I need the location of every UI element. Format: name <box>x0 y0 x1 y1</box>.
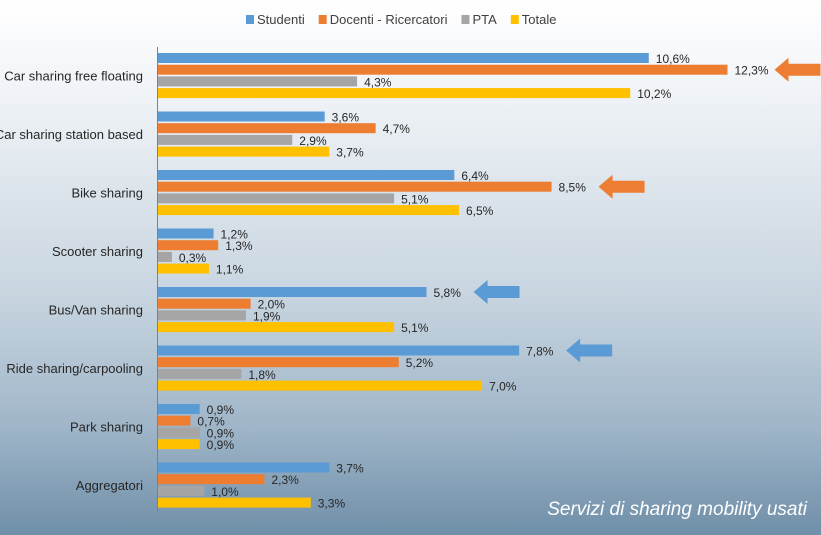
legend-label: Studenti <box>257 12 305 27</box>
legend-swatch <box>461 15 470 24</box>
bar <box>158 439 200 450</box>
category-label: Car sharing station based <box>0 127 143 142</box>
data-label: 7,0% <box>489 380 517 394</box>
data-label: 5,8% <box>434 286 462 300</box>
arrow-left-icon <box>473 280 520 304</box>
data-label: 1,2% <box>221 228 249 242</box>
bar <box>158 64 728 75</box>
chart-title: Servizi di sharing mobility usati <box>547 499 807 520</box>
data-label: 3,3% <box>318 497 346 511</box>
data-label: 12,3% <box>734 64 768 78</box>
data-label: 2,3% <box>271 473 299 487</box>
data-label: 1,8% <box>248 368 276 382</box>
category-label: Car sharing free floating <box>4 68 143 83</box>
data-label: 1,0% <box>211 485 239 499</box>
bar <box>158 368 242 379</box>
arrow-left-icon <box>598 174 645 199</box>
bar <box>158 322 395 333</box>
bar <box>158 76 358 87</box>
data-label: 6,5% <box>466 204 494 218</box>
legend-label: Docenti - Ricercatori <box>330 12 448 27</box>
bar <box>158 298 251 309</box>
bar <box>158 251 172 262</box>
data-label: 5,2% <box>406 356 434 370</box>
bar <box>158 111 325 122</box>
bar <box>158 205 459 216</box>
bar <box>158 228 214 239</box>
data-label: 0,3% <box>179 251 207 265</box>
legend-swatch <box>510 15 519 24</box>
bar <box>158 146 330 157</box>
data-label: 8,5% <box>559 181 587 195</box>
bar <box>158 380 483 391</box>
bar <box>158 170 455 180</box>
data-label: 5,1% <box>401 321 429 335</box>
category-label: Park sharing <box>70 419 143 434</box>
bar <box>158 485 205 496</box>
bar <box>158 474 265 485</box>
data-label: 2,0% <box>258 298 286 312</box>
bar <box>158 134 293 145</box>
data-label: 3,6% <box>332 111 360 125</box>
data-label: 4,3% <box>364 75 392 89</box>
data-label: 6,4% <box>461 169 489 183</box>
arrow-left-icon <box>566 338 613 363</box>
data-label: 0,9% <box>207 438 235 452</box>
bar <box>158 53 649 63</box>
data-label: 10,6% <box>656 52 690 66</box>
category-label: Aggregatori <box>76 478 143 493</box>
arrow-left-icon <box>774 57 821 82</box>
data-label: 0,7% <box>197 415 225 429</box>
bar <box>158 462 330 473</box>
category-label: Scooter sharing <box>52 244 143 259</box>
legend-label: PTA <box>472 12 497 27</box>
data-label: 1,3% <box>225 239 253 253</box>
legend-swatch <box>246 15 254 24</box>
category-label: Ride sharing/carpooling <box>6 361 143 376</box>
data-label: 10,2% <box>637 87 671 101</box>
legend-label: Totale <box>522 12 557 27</box>
data-label: 0,9% <box>207 426 235 440</box>
bar <box>158 240 219 251</box>
bar <box>158 193 395 204</box>
bar <box>158 287 427 297</box>
bar <box>158 415 191 426</box>
data-label: 1,9% <box>253 309 281 323</box>
legend-swatch <box>318 15 327 24</box>
bar <box>158 88 631 99</box>
category-label: Bike sharing <box>71 185 143 200</box>
bar <box>158 427 200 438</box>
category-label: Bus/Van sharing <box>49 302 143 317</box>
bar <box>158 345 520 356</box>
data-label: 0,9% <box>207 403 235 417</box>
bar <box>158 310 246 321</box>
bar <box>158 123 376 134</box>
data-label: 5,1% <box>401 192 429 206</box>
bar <box>158 404 200 414</box>
data-label: 3,7% <box>336 146 364 160</box>
data-label: 2,9% <box>299 134 327 148</box>
data-label: 4,7% <box>383 122 411 136</box>
data-label: 1,1% <box>216 263 244 277</box>
bar <box>158 181 552 192</box>
bar <box>158 263 209 274</box>
data-label: 3,7% <box>336 462 364 476</box>
data-label: 7,8% <box>526 345 554 359</box>
bar <box>158 357 399 368</box>
bar <box>158 497 311 508</box>
